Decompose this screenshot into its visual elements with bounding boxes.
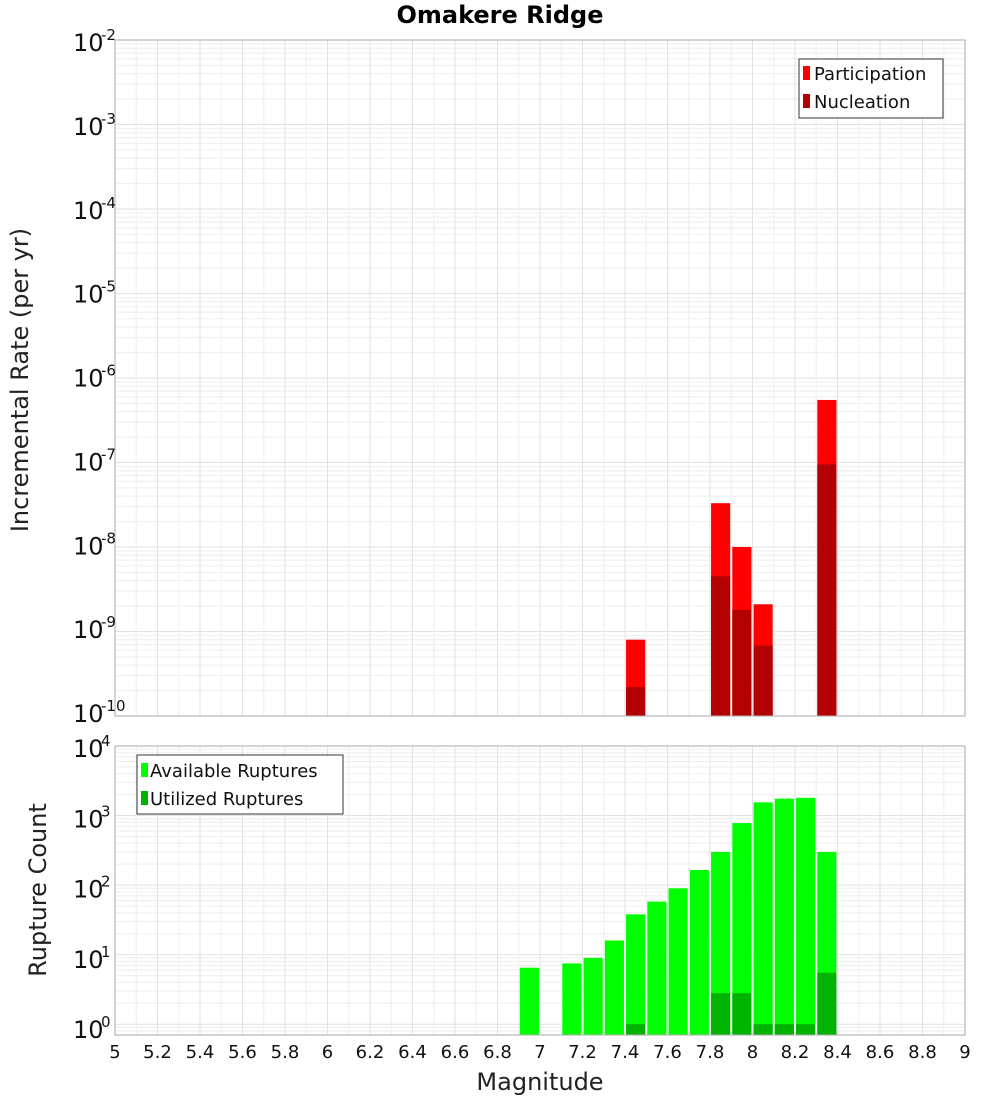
bottom-y-axis-label: Rupture Count [24,803,52,977]
bar-available-ruptures [647,901,667,1035]
x-tick-label: 8.2 [781,1042,810,1063]
bottom-y-tick-exponent: 0 [101,1013,111,1031]
legend-swatch-available-ruptures [141,763,148,777]
top-y-tick-exponent: -4 [101,194,116,212]
bottom-plot-frame [114,745,966,1036]
top-legend: Participation Nucleation [798,58,944,119]
x-tick-label: 8.6 [866,1042,895,1063]
bar-nucleation [817,464,837,716]
legend-label-participation: Participation [814,64,926,85]
top-y-tick-exponent: -3 [101,110,116,128]
x-tick-label: 5.2 [143,1042,172,1063]
legend-label-utilized-ruptures: Utilized Ruptures [150,789,303,810]
bar-utilized-ruptures [753,1024,773,1035]
top-y-axis-label: Incremental Rate (per yr) [6,228,34,532]
x-axis-label: Magnitude [476,1068,603,1096]
x-tick-label: 8.4 [823,1042,852,1063]
bar-utilized-ruptures [626,1024,646,1035]
top-y-tick-label: 10 [73,448,104,476]
top-y-tick-exponent: -5 [101,278,116,296]
top-y-tick-label: 10 [73,365,104,393]
top-plot-grid [114,39,966,717]
x-tick-label: 5.4 [186,1042,215,1063]
x-tick-label: 6.6 [441,1042,470,1063]
legend-swatch-nucleation [803,94,810,108]
x-tick-label: 9 [959,1042,970,1063]
x-tick-label: 5.8 [271,1042,300,1063]
bottom-y-tick-exponent: 1 [101,943,111,961]
x-tick-label: 5 [109,1042,120,1063]
x-tick-label: 8 [747,1042,758,1063]
bottom-y-tick-exponent: 3 [101,802,111,820]
top-legend-box [798,58,944,119]
bar-available-ruptures [583,957,603,1035]
bottom-legend: Available Ruptures Utilized Ruptures [136,754,344,815]
x-tick-label: 6.4 [398,1042,427,1063]
bottom-y-tick-exponent: 4 [101,732,111,750]
bar-nucleation [711,576,731,716]
bar-available-ruptures [562,963,582,1035]
bar-available-ruptures [711,851,731,1035]
bar-utilized-ruptures [711,993,731,1035]
bottom-y-tick-label: 10 [73,805,104,833]
bottom-y-tick-label: 10 [73,876,104,904]
x-tick-label: 6 [322,1042,333,1063]
bottom-y-tick-label: 10 [73,735,104,763]
top-y-tick-exponent: -6 [101,362,116,380]
top-y-tick-exponent: -10 [101,697,126,715]
x-tick-label: 7.2 [568,1042,597,1063]
bottom-y-tick-label: 10 [73,946,104,974]
top-y-tick-exponent: -8 [101,529,116,547]
bar-available-ruptures [774,798,794,1035]
legend-swatch-participation [803,66,810,80]
x-tick-label: 6.2 [356,1042,385,1063]
bottom-y-tick-exponent: 2 [101,873,111,891]
bar-available-ruptures [753,802,773,1035]
bar-utilized-ruptures [817,972,837,1035]
x-tick-label: 7.8 [696,1042,725,1063]
top-y-tick-label: 10 [73,616,104,644]
x-tick-label: 6.8 [483,1042,512,1063]
bar-available-ruptures [796,797,816,1035]
bar-utilized-ruptures [732,993,752,1035]
top-y-tick-label: 10 [73,532,104,560]
bar-available-ruptures [689,869,709,1035]
top-plot-frame [114,39,966,717]
bar-available-ruptures [732,823,752,1035]
top-y-tick-label: 10 [73,281,104,309]
bottom-y-tick-label: 10 [73,1016,104,1044]
x-tick-label: 5.6 [228,1042,257,1063]
chart-title: Omakere Ridge [396,1,603,29]
x-tick-label: 8.8 [908,1042,937,1063]
top-y-tick-label: 10 [73,29,104,57]
legend-label-available-ruptures: Available Ruptures [150,761,318,782]
bar-utilized-ruptures [796,1024,816,1035]
top-y-tick-label: 10 [73,700,104,728]
top-y-tick-exponent: -2 [101,26,116,44]
top-plot-bars [626,399,837,716]
x-tick-label: 7.4 [611,1042,640,1063]
top-y-tick-label: 10 [73,197,104,225]
x-tick-label: 7 [534,1042,545,1063]
bar-available-ruptures [519,967,539,1035]
legend-label-nucleation: Nucleation [814,92,910,113]
bar-nucleation [753,645,773,716]
bar-utilized-ruptures [774,1024,794,1035]
bar-available-ruptures [604,940,624,1035]
bar-available-ruptures [668,888,688,1035]
bar-nucleation [732,609,752,716]
legend-swatch-utilized-ruptures [141,791,148,805]
bottom-plot-bars [519,797,837,1035]
bar-available-ruptures [626,914,646,1035]
top-y-tick-exponent: -7 [101,445,116,463]
top-y-tick-label: 10 [73,113,104,141]
x-axis-ticks: 5 5.2 5.4 5.6 5.8 6 6.2 6.4 6.6 6.8 7 7.2 7.4 7.6 7.8 8… [109,1042,970,1063]
top-y-tick-exponent: -9 [101,613,116,631]
x-tick-label: 7.6 [653,1042,682,1063]
bottom-legend-box [136,754,344,815]
bar-nucleation [626,687,646,716]
